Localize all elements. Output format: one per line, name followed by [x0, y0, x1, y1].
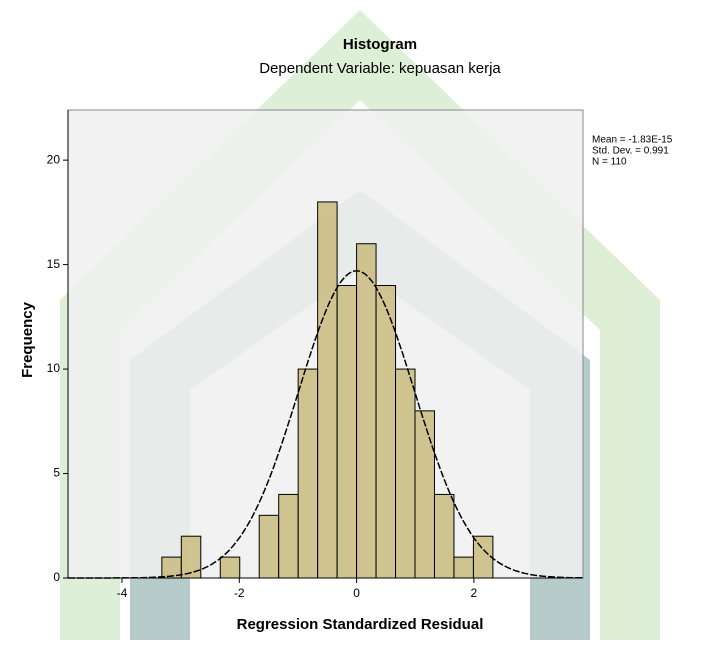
bar	[278, 493, 299, 579]
bar	[375, 285, 397, 579]
bar	[180, 535, 202, 579]
bar	[433, 493, 455, 579]
bar	[472, 535, 494, 579]
y-tick-label: 10	[47, 361, 61, 375]
bar	[317, 201, 338, 579]
x-tick-label: 2	[471, 586, 478, 600]
bar	[414, 410, 435, 579]
stats-label: Mean = -1.83E-15	[592, 135, 673, 146]
normal-curve	[68, 270, 583, 579]
bar	[395, 368, 416, 579]
bar	[258, 514, 280, 579]
y-tick-label: 20	[47, 152, 61, 166]
x-axis-label: Regression Standardized Residual	[237, 616, 484, 633]
bar	[336, 285, 358, 579]
x-tick-label: -4	[117, 586, 128, 600]
chart-title: Histogram	[343, 36, 417, 53]
x-tick-label: 0	[353, 586, 360, 600]
bar	[297, 368, 319, 579]
stats-label: Std. Dev. = 0.991	[592, 146, 669, 157]
y-tick-label: 15	[47, 257, 61, 271]
chart-subtitle: Dependent Variable: kepuasan kerja	[259, 60, 501, 77]
bar	[453, 556, 474, 579]
x-tick-label: -2	[234, 586, 245, 600]
stats-label: N = 110	[592, 157, 627, 168]
bar	[356, 243, 377, 579]
y-tick-label: 5	[53, 466, 60, 480]
y-tick-label: 0	[53, 570, 60, 584]
bar	[219, 556, 241, 579]
y-axis-label: Frequency	[19, 301, 36, 378]
